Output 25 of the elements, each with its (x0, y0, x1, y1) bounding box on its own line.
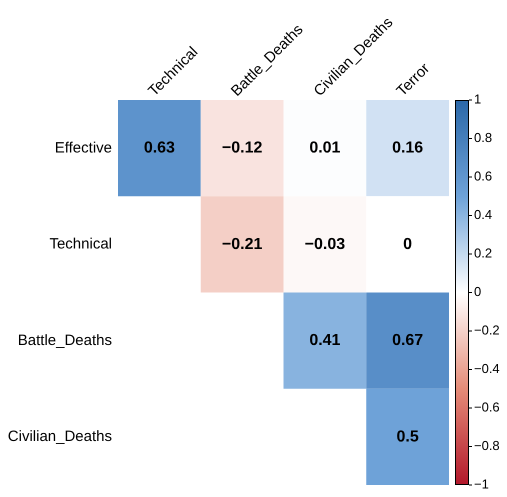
y-tick-label: Battle_Deaths (18, 332, 112, 349)
data-label: 0.41 (309, 332, 341, 350)
data-label: 0.01 (309, 140, 341, 157)
data-label: 0.16 (392, 140, 424, 157)
data-label: 0.63 (144, 140, 176, 157)
y-tick-label: Civilian_Deaths (8, 428, 112, 446)
color-bar-label: 0 (474, 284, 482, 300)
data-label: 0.67 (392, 332, 424, 350)
color-bar-label: −0.8 (474, 438, 500, 454)
data-label: −0.12 (222, 140, 262, 157)
data-label: −0.21 (222, 236, 262, 253)
color-bar-label: −0.6 (474, 400, 500, 415)
color-bar-label: 1 (474, 92, 482, 107)
color-bar-label: 0.8 (474, 130, 492, 146)
data-label: −0.03 (304, 236, 346, 253)
color-bar-label: 0.4 (474, 207, 492, 222)
y-tick-label: Effective (54, 139, 112, 156)
color-bar-label: 0.2 (474, 246, 492, 261)
color-bar-label: −0.4 (474, 361, 500, 376)
data-label: 0.5 (396, 428, 419, 446)
data-label: 0 (403, 236, 412, 253)
color-bar-label: −0.2 (474, 322, 500, 338)
color-bar-label: 0.6 (474, 168, 492, 184)
color-bar-label: −1 (474, 476, 489, 492)
y-tick-label: Technical (49, 236, 112, 253)
